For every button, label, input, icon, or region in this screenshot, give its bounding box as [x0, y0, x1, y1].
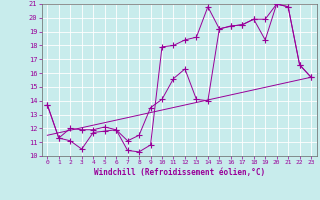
X-axis label: Windchill (Refroidissement éolien,°C): Windchill (Refroidissement éolien,°C)	[94, 168, 265, 177]
